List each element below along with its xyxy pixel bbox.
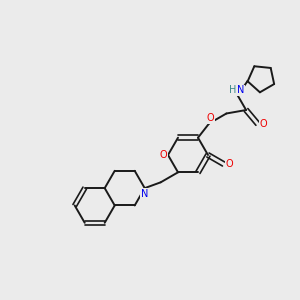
Text: O: O (159, 150, 167, 160)
Text: O: O (226, 159, 233, 169)
Text: O: O (206, 113, 214, 124)
Text: O: O (260, 119, 268, 129)
Text: N: N (141, 189, 148, 199)
Text: N: N (237, 85, 244, 95)
Text: H: H (229, 85, 236, 95)
